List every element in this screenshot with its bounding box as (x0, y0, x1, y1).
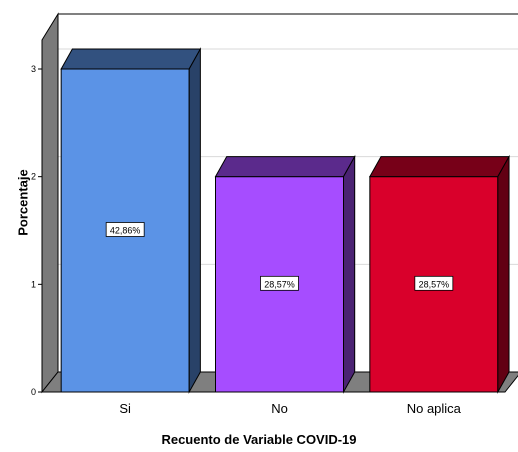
data-label: 28,57% (264, 279, 295, 289)
x-tick-label: Si (119, 401, 131, 416)
bar-top (60, 48, 202, 70)
y-tick-label: 3 (31, 64, 36, 74)
x-tick-label: No aplica (407, 401, 462, 416)
data-label: 28,57% (419, 279, 450, 289)
bar-side (343, 154, 356, 394)
data-label: 42,86% (110, 226, 141, 236)
data-label-box (414, 275, 454, 291)
y-tick-label: 2 (31, 172, 36, 182)
bar-side (188, 47, 201, 394)
data-label-box (260, 275, 299, 291)
y-axis-label: Porcentaje (15, 169, 31, 236)
bar-top (214, 156, 356, 178)
left-wall (41, 12, 59, 394)
bar-side (497, 154, 510, 394)
bar-top (368, 156, 510, 178)
y-tick-label: 0 (31, 387, 36, 397)
data-label-box (105, 222, 145, 237)
y-tick-label: 1 (31, 279, 36, 289)
x-tick-label: No (271, 401, 288, 416)
x-axis-label: Recuento de Variable COVID-19 (161, 432, 357, 447)
